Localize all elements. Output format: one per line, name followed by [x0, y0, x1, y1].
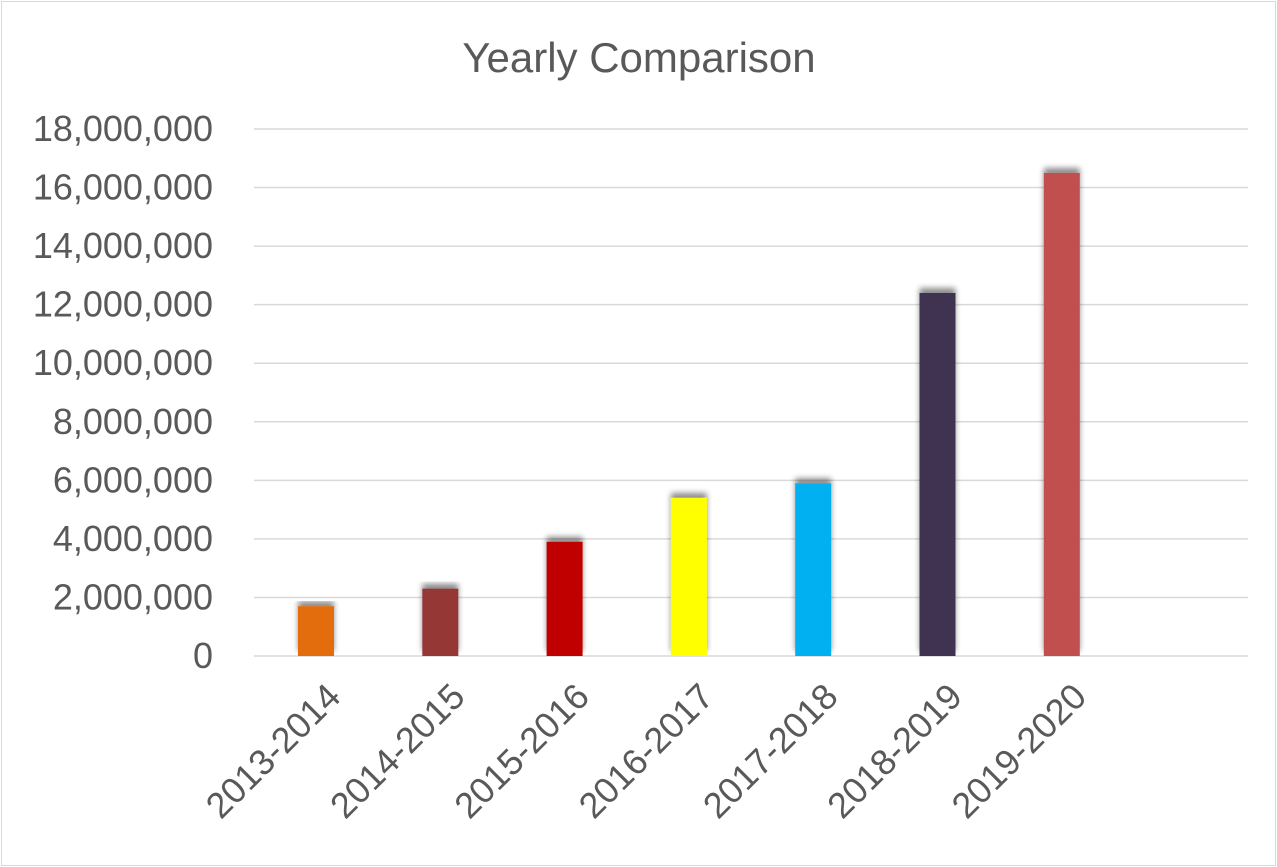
bar-2013-2014 — [298, 606, 334, 656]
x-axis-tick-labels: 2013-20142014-20152015-20162016-20172017… — [198, 675, 1095, 826]
bar-2015-2016 — [546, 541, 583, 656]
x-tick-label: 2017-2018 — [695, 675, 846, 826]
x-tick-label: 2013-2014 — [198, 675, 349, 826]
bar-2017-2018 — [795, 483, 832, 656]
y-tick-label: 16,000,000 — [33, 167, 213, 208]
y-tick-label: 2,000,000 — [53, 576, 213, 617]
x-tick-label: 2018-2019 — [819, 675, 970, 826]
x-tick-label: 2019-2020 — [943, 675, 1094, 826]
y-tick-label: 12,000,000 — [33, 284, 213, 325]
bar-2019-2020 — [1043, 172, 1080, 656]
y-tick-label: 0 — [193, 635, 213, 676]
bar-2018-2019 — [919, 292, 956, 656]
y-tick-label: 14,000,000 — [33, 225, 213, 266]
x-tick-label: 2014-2015 — [322, 675, 473, 826]
y-tick-label: 18,000,000 — [33, 108, 213, 149]
y-tick-label: 10,000,000 — [33, 342, 213, 383]
gridlines — [254, 128, 1248, 657]
y-tick-label: 8,000,000 — [53, 401, 213, 442]
y-axis-tick-labels: 0 2,000,000 4,000,000 6,000,000 8,000,000 10,… — [33, 108, 213, 676]
bar-2014-2015 — [422, 588, 459, 656]
bars — [298, 172, 1080, 656]
chart-title: Yearly Comparison — [462, 34, 815, 81]
bar-2016-2017 — [670, 497, 707, 656]
y-tick-label: 4,000,000 — [53, 518, 213, 559]
y-tick-label: 6,000,000 — [53, 459, 213, 500]
x-tick-label: 2016-2017 — [570, 675, 721, 826]
x-tick-label: 2015-2016 — [446, 675, 597, 826]
